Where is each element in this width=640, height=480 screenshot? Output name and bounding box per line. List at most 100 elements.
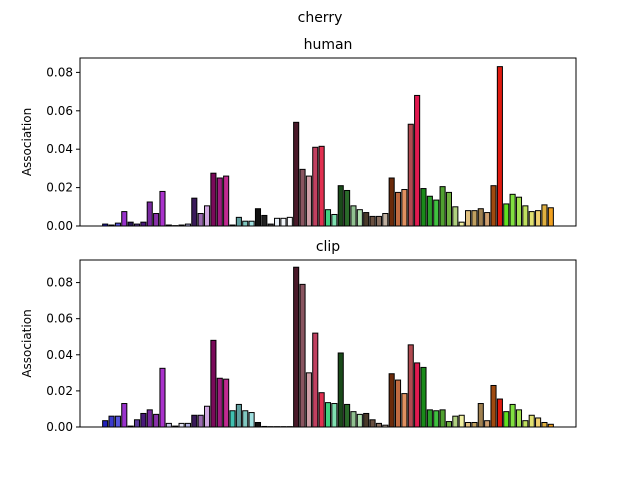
bar xyxy=(363,412,370,428)
y-tick-label: 0.06 xyxy=(46,104,73,118)
bar xyxy=(528,211,535,227)
bar xyxy=(394,191,402,227)
panel-title: clip xyxy=(316,239,340,255)
bar xyxy=(229,410,236,428)
bar xyxy=(305,175,312,227)
bar xyxy=(108,415,115,428)
bar xyxy=(102,420,109,428)
bar xyxy=(509,403,516,428)
bar xyxy=(522,205,529,227)
bar xyxy=(433,199,440,227)
bar xyxy=(178,422,185,428)
y-tick-label: 0.04 xyxy=(46,142,73,156)
bar xyxy=(458,221,465,227)
y-tick-label: 0.00 xyxy=(46,219,73,233)
bar xyxy=(242,410,249,428)
bar xyxy=(254,208,262,227)
bar xyxy=(452,415,459,428)
bar xyxy=(420,188,427,227)
bar xyxy=(509,193,516,227)
bar xyxy=(407,344,414,428)
bar xyxy=(331,213,338,227)
bar xyxy=(114,415,121,428)
bar xyxy=(293,121,300,227)
bar xyxy=(375,422,382,428)
bar xyxy=(420,366,427,428)
bar xyxy=(223,175,230,227)
bar xyxy=(401,189,408,227)
bar xyxy=(344,189,351,227)
bar xyxy=(388,373,395,428)
bar xyxy=(216,177,223,227)
bar xyxy=(248,220,255,227)
bar xyxy=(153,413,160,428)
bar xyxy=(439,409,446,428)
bar xyxy=(445,191,453,227)
bar xyxy=(452,206,459,227)
bar xyxy=(305,372,312,428)
panel-title: human xyxy=(304,37,353,53)
bar xyxy=(121,211,128,227)
bar xyxy=(140,412,147,428)
bar xyxy=(382,213,389,227)
bar xyxy=(490,384,497,428)
bar xyxy=(414,94,421,227)
bar xyxy=(369,419,376,428)
bar xyxy=(401,393,408,428)
bar xyxy=(458,414,465,428)
bar xyxy=(280,217,287,227)
bar xyxy=(286,216,293,227)
bar xyxy=(433,410,440,428)
bar xyxy=(146,409,153,428)
bar xyxy=(274,217,281,227)
bar xyxy=(394,379,402,428)
bar xyxy=(235,216,242,227)
bar xyxy=(165,422,172,428)
axes-frame xyxy=(79,259,577,428)
bar xyxy=(535,417,542,428)
bar xyxy=(197,414,204,428)
bar xyxy=(299,283,306,428)
bar xyxy=(254,421,262,428)
bar xyxy=(127,221,134,227)
bar xyxy=(324,209,332,227)
bar xyxy=(184,422,191,428)
bar xyxy=(388,177,395,227)
bar xyxy=(496,398,503,428)
bar xyxy=(471,210,478,227)
bar xyxy=(210,172,217,227)
y-tick-label: 0.04 xyxy=(46,348,73,362)
bar xyxy=(261,214,268,227)
bar xyxy=(445,421,453,428)
bar xyxy=(375,215,382,227)
bar xyxy=(356,209,363,227)
bar xyxy=(369,215,376,227)
bar xyxy=(344,403,351,428)
bar xyxy=(197,213,204,227)
bar xyxy=(477,403,484,428)
bar xyxy=(337,352,344,428)
bar xyxy=(471,421,478,428)
bar xyxy=(248,412,255,428)
bar xyxy=(210,339,217,428)
bar xyxy=(293,266,300,428)
bar xyxy=(312,146,319,227)
bar xyxy=(484,212,491,227)
bar xyxy=(153,213,160,227)
bar xyxy=(191,414,198,428)
y-axis-label: Association xyxy=(20,108,34,176)
y-tick-label: 0.02 xyxy=(46,384,73,398)
bar xyxy=(324,402,332,428)
bar xyxy=(312,332,319,428)
bar xyxy=(146,201,153,227)
bar xyxy=(541,204,548,227)
bar xyxy=(477,208,484,227)
bar xyxy=(503,411,510,428)
bar xyxy=(503,203,510,227)
bar xyxy=(299,168,306,227)
bar xyxy=(121,403,128,428)
bar xyxy=(490,185,497,227)
bar xyxy=(465,210,472,227)
bar xyxy=(522,420,529,428)
